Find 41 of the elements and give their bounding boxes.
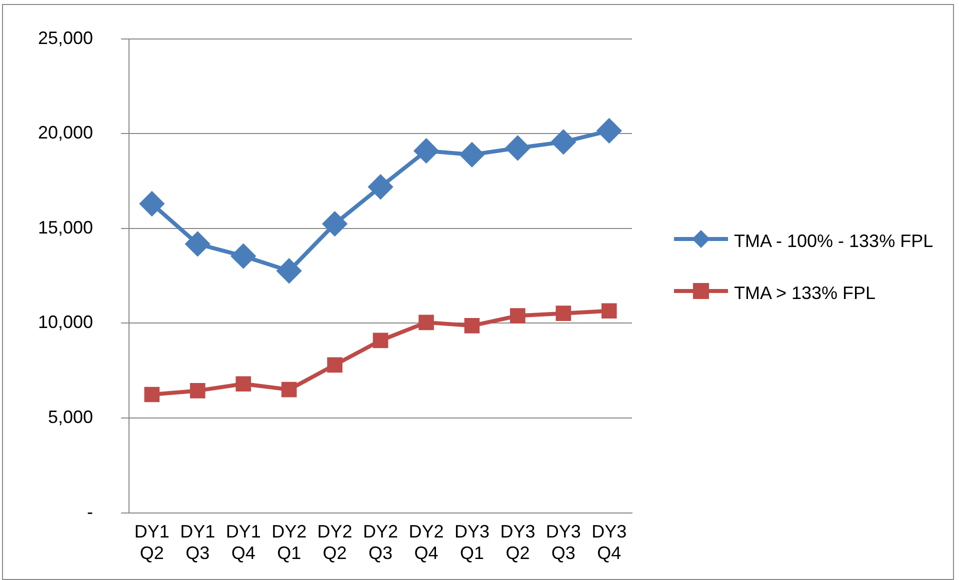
point xyxy=(190,383,206,398)
x-tick-label: DY3 Q4 xyxy=(592,522,627,564)
point xyxy=(368,174,393,199)
x-tick-label: DY3 Q1 xyxy=(454,522,490,564)
point xyxy=(186,232,210,256)
point xyxy=(460,142,484,167)
point xyxy=(464,318,480,334)
x-tick-label: DY3 Q2 xyxy=(500,522,536,564)
point xyxy=(144,386,160,402)
point xyxy=(414,138,438,163)
y-tick-label: 25,000 xyxy=(38,28,94,48)
x-tick-label: DY2 Q2 xyxy=(317,522,352,564)
legend-label: TMA > 133% FPL xyxy=(734,282,877,305)
point xyxy=(372,332,388,348)
point xyxy=(601,303,617,319)
x-tick-label: DY2 Q1 xyxy=(272,522,307,564)
x-tick-label: DY1 Q3 xyxy=(180,522,216,564)
y-tick-label: 5,000 xyxy=(48,406,94,427)
x-tick-label: DY1 Q4 xyxy=(226,522,261,564)
x-tick-label: DY2 Q3 xyxy=(363,522,398,564)
point xyxy=(140,192,164,216)
point xyxy=(236,376,252,392)
y-tick-label: 10,000 xyxy=(38,312,94,332)
point xyxy=(231,244,256,268)
x-tick-label: DY3 Q3 xyxy=(546,522,581,564)
point xyxy=(551,130,576,154)
x-tick-label: DY1 Q2 xyxy=(134,522,170,564)
point xyxy=(322,212,347,236)
legend-label: TMA - 100% - 133% FPL xyxy=(734,230,934,253)
point xyxy=(506,136,530,160)
x-tick-label: DY2 Q4 xyxy=(408,522,444,564)
point xyxy=(327,357,342,373)
y-tick-label: 15,000 xyxy=(38,217,94,238)
point xyxy=(510,308,526,324)
y-tick-label: - xyxy=(87,502,94,522)
point xyxy=(556,306,572,321)
y-tick-label: 20,000 xyxy=(38,122,94,143)
point xyxy=(281,382,297,398)
point xyxy=(597,118,622,143)
point xyxy=(418,314,434,330)
point xyxy=(277,258,302,283)
